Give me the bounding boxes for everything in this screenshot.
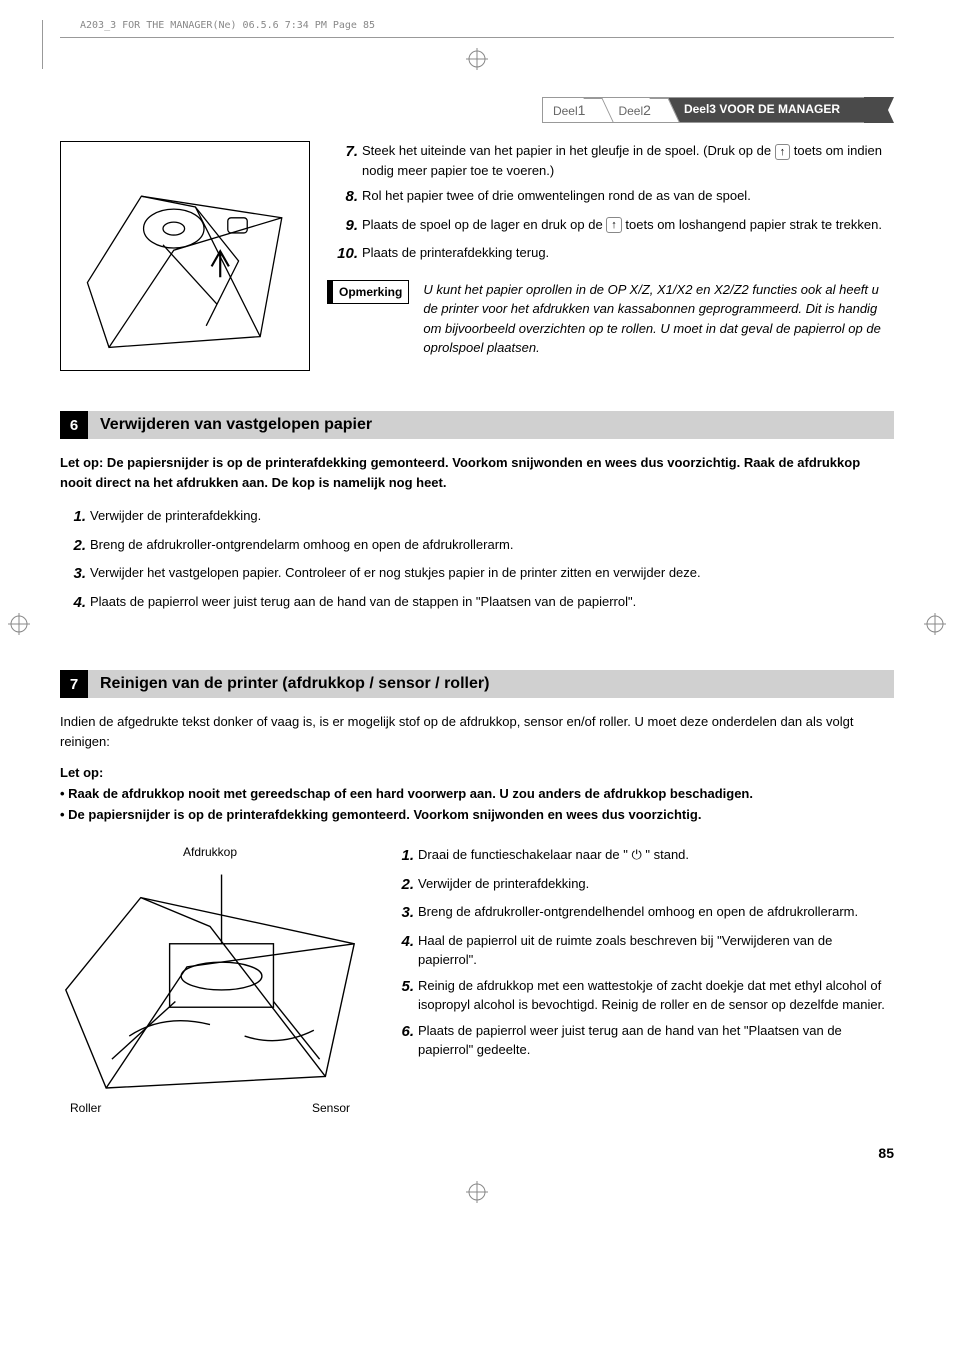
step-text: Breng de afdrukroller-ontgrendelhendel o… xyxy=(418,902,858,925)
registration-mark-icon xyxy=(466,1181,488,1203)
step-number: 10. xyxy=(332,243,358,266)
step-number: 1. xyxy=(60,506,86,529)
bullet-item: • Raak de afdrukkop nooit met gereedscha… xyxy=(60,784,894,805)
caution-block: Let op: • Raak de afdrukkop nooit met ge… xyxy=(60,763,894,825)
step-text: Breng de afdrukroller-ontgrendelarm omho… xyxy=(90,535,513,558)
intro-paragraph: Indien de afgedrukte tekst donker of vaa… xyxy=(60,712,894,751)
step-text: Haal de papierrol uit de ruimte zoals be… xyxy=(418,931,894,970)
section-title: Verwijderen van vastgelopen papier xyxy=(88,411,894,439)
step-number: 4. xyxy=(388,931,414,970)
diagram-label-sensor: Sensor xyxy=(312,1101,350,1115)
let-op-label: Let op: xyxy=(60,763,894,784)
step-number: 1. xyxy=(388,845,414,868)
print-metadata: A203_3 FOR THE MANAGER(Ne) 06.5.6 7:34 P… xyxy=(60,20,894,31)
section-7-header: 7 Reinigen van de printer (afdrukkop / s… xyxy=(60,670,894,698)
breadcrumb: Deel1 Deel2 Deel3 VOOR DE MANAGER xyxy=(60,97,894,123)
step-text: Draai de functieschakelaar naar de " ⏻ "… xyxy=(418,845,689,868)
step-text: Plaats de papierrol weer juist terug aan… xyxy=(90,592,636,615)
up-key-icon: ↑ xyxy=(775,144,791,160)
printer-spool-illustration xyxy=(60,141,310,371)
page-number: 85 xyxy=(60,1145,894,1161)
step-text: Rol het papier twee of drie omwentelinge… xyxy=(362,186,751,209)
diagram-label-roller: Roller xyxy=(70,1101,101,1115)
step-number: 7. xyxy=(332,141,358,180)
steps-7-10: 7. Steek het uiteinde van het papier in … xyxy=(332,141,894,371)
note-block: Opmerking U kunt het papier oprollen in … xyxy=(332,280,894,358)
step-number: 4. xyxy=(60,592,86,615)
step-text: Verwijder de printerafdekking. xyxy=(90,506,261,529)
section-title: Reinigen van de printer (afdrukkop / sen… xyxy=(88,670,894,698)
step-number: 2. xyxy=(60,535,86,558)
step-number: 2. xyxy=(388,874,414,897)
note-text: U kunt het papier oprollen in de OP X/Z,… xyxy=(423,280,894,358)
step-text: Plaats de printerafdekking terug. xyxy=(362,243,549,266)
steps-1-4: 1.Verwijder de printerafdekking. 2.Breng… xyxy=(60,506,894,614)
diagram-label-afdrukkop: Afdrukkop xyxy=(60,845,360,859)
manual-page: A203_3 FOR THE MANAGER(Ne) 06.5.6 7:34 P… xyxy=(0,0,954,1248)
step-number: 5. xyxy=(388,976,414,1015)
registration-mark-icon xyxy=(8,613,30,635)
registration-mark-icon xyxy=(924,613,946,635)
section-6-header: 6 Verwijderen van vastgelopen papier xyxy=(60,411,894,439)
steps-1-6: 1. Draai de functieschakelaar naar de " … xyxy=(388,845,894,1066)
registration-mark-icon xyxy=(466,48,488,70)
step-text: Verwijder de printerafdekking. xyxy=(418,874,589,897)
section-number: 6 xyxy=(60,411,88,439)
step-number: 6. xyxy=(388,1021,414,1060)
step-text: Reinig de afdrukkop met een wattestokje … xyxy=(418,976,894,1015)
step-text: Plaats de spoel op de lager en druk op d… xyxy=(362,215,882,238)
bullet-item: • De papiersnijder is op de printerafdek… xyxy=(60,805,894,826)
step-number: 3. xyxy=(60,563,86,586)
section-number: 7 xyxy=(60,670,88,698)
warning-text: Let op: De papiersnijder is op de printe… xyxy=(60,453,894,492)
note-label: Opmerking xyxy=(332,280,409,304)
power-icon: ⏻ xyxy=(631,847,641,862)
step-text: Steek het uiteinde van het papier in het… xyxy=(362,141,894,180)
breadcrumb-seg-1: Deel1 xyxy=(542,97,599,123)
crop-mark-top xyxy=(60,37,894,67)
step-text: Verwijder het vastgelopen papier. Contro… xyxy=(90,563,701,586)
step-text: Plaats de papierrol weer juist terug aan… xyxy=(418,1021,894,1060)
step-number: 9. xyxy=(332,215,358,238)
breadcrumb-seg-3-active: Deel3 VOOR DE MANAGER xyxy=(665,97,864,123)
up-key-icon: ↑ xyxy=(606,217,622,233)
step-number: 8. xyxy=(332,186,358,209)
step-number: 3. xyxy=(388,902,414,925)
printer-parts-diagram: Afdrukkop Roller Sensor xyxy=(60,845,360,1115)
